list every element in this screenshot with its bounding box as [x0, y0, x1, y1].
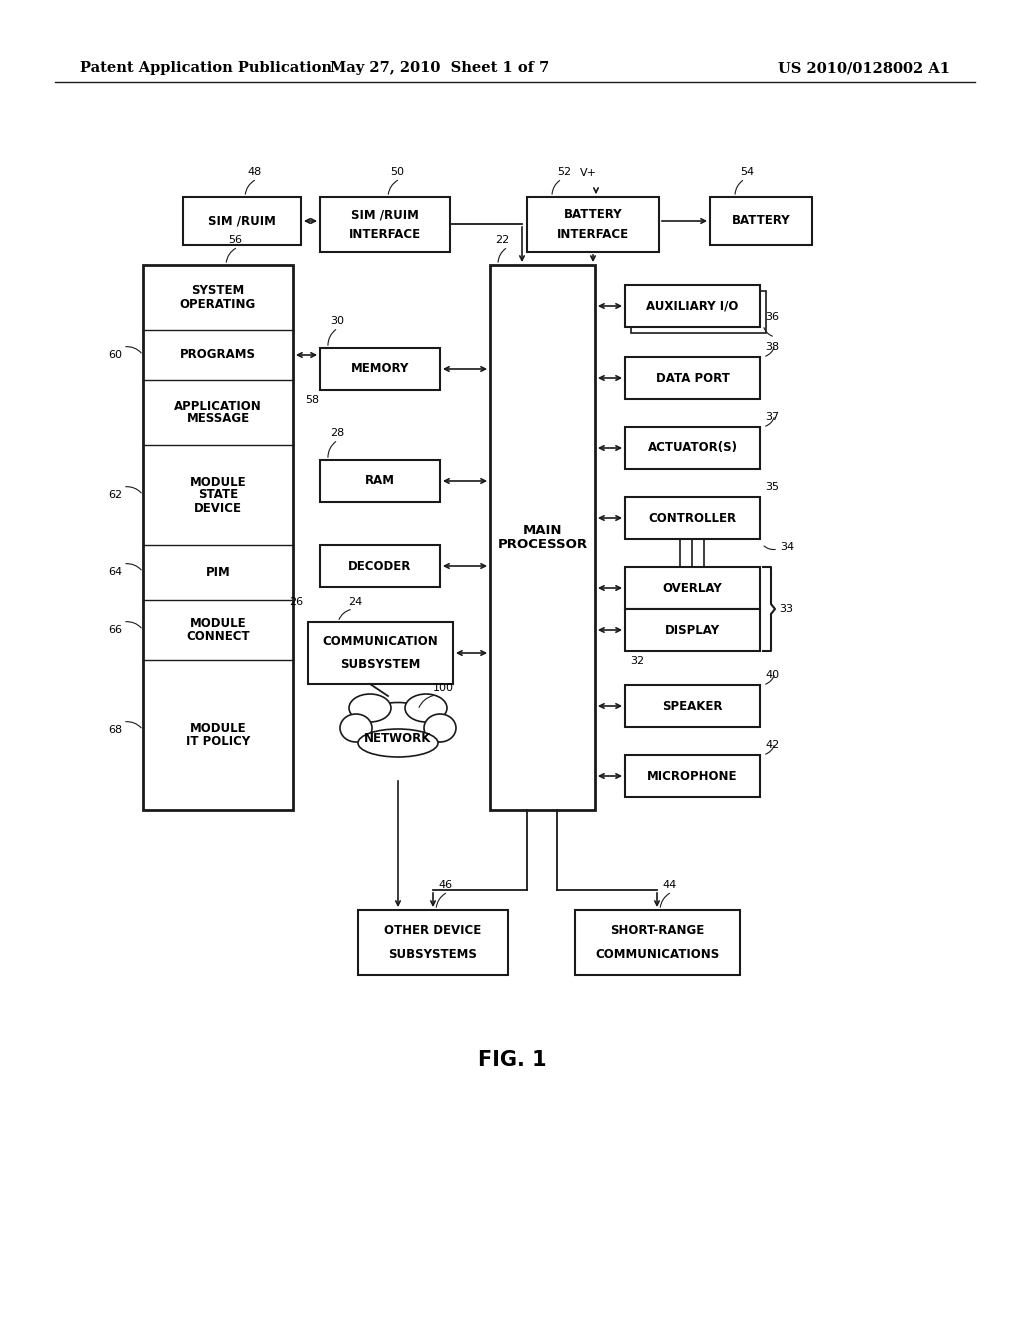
Text: 60: 60 [108, 350, 122, 360]
FancyBboxPatch shape [527, 197, 659, 252]
FancyBboxPatch shape [710, 197, 812, 246]
Text: MICROPHONE: MICROPHONE [647, 770, 737, 783]
FancyBboxPatch shape [575, 909, 740, 975]
Text: AUXILIARY I/O: AUXILIARY I/O [646, 300, 738, 313]
FancyBboxPatch shape [319, 459, 440, 502]
FancyBboxPatch shape [490, 265, 595, 810]
Text: OVERLAY: OVERLAY [663, 582, 722, 594]
Text: 64: 64 [108, 568, 122, 577]
Text: 40: 40 [765, 671, 779, 680]
Ellipse shape [349, 694, 391, 722]
Ellipse shape [358, 729, 438, 756]
Text: 42: 42 [765, 741, 779, 750]
Text: BATTERY: BATTERY [732, 214, 791, 227]
Text: ACTUATOR(S): ACTUATOR(S) [647, 441, 737, 454]
Ellipse shape [406, 694, 447, 722]
Text: Patent Application Publication: Patent Application Publication [80, 61, 332, 75]
Text: SIM /RUIM: SIM /RUIM [351, 209, 419, 220]
Text: MEMORY: MEMORY [351, 363, 410, 375]
Text: SPEAKER: SPEAKER [663, 700, 723, 713]
FancyBboxPatch shape [625, 285, 760, 327]
Text: IT POLICY: IT POLICY [186, 735, 250, 748]
Text: BATTERY: BATTERY [563, 209, 623, 220]
Text: MODULE: MODULE [189, 722, 247, 735]
Text: 62: 62 [108, 490, 122, 500]
Ellipse shape [424, 714, 456, 742]
Text: 58: 58 [305, 395, 319, 405]
Text: 38: 38 [765, 342, 779, 352]
Text: SUBSYSTEMS: SUBSYSTEMS [388, 948, 477, 961]
Text: PROGRAMS: PROGRAMS [180, 348, 256, 362]
FancyBboxPatch shape [625, 568, 760, 609]
FancyBboxPatch shape [143, 265, 293, 810]
Text: SHORT-RANGE: SHORT-RANGE [610, 924, 705, 937]
Text: 24: 24 [348, 597, 362, 607]
Text: 22: 22 [495, 235, 509, 246]
Text: DATA PORT: DATA PORT [655, 371, 729, 384]
FancyBboxPatch shape [319, 545, 440, 587]
Text: COMMUNICATION: COMMUNICATION [323, 635, 438, 648]
Text: 52: 52 [557, 168, 571, 177]
Text: STATE: STATE [198, 488, 238, 502]
FancyBboxPatch shape [308, 622, 453, 684]
Text: 32: 32 [630, 656, 644, 667]
Text: 34: 34 [780, 543, 795, 552]
Text: 56: 56 [228, 235, 242, 246]
FancyBboxPatch shape [625, 356, 760, 399]
Text: SYSTEM: SYSTEM [191, 285, 245, 297]
FancyBboxPatch shape [625, 609, 760, 651]
Text: 26: 26 [289, 597, 303, 607]
Text: RAM: RAM [365, 474, 395, 487]
FancyBboxPatch shape [625, 685, 760, 727]
FancyBboxPatch shape [625, 755, 760, 797]
Text: 44: 44 [662, 880, 676, 890]
Text: APPLICATION: APPLICATION [174, 400, 262, 412]
Text: CONTROLLER: CONTROLLER [648, 511, 736, 524]
Text: 54: 54 [740, 168, 754, 177]
Text: US 2010/0128002 A1: US 2010/0128002 A1 [778, 61, 950, 75]
Text: DECODER: DECODER [348, 560, 412, 573]
Text: May 27, 2010  Sheet 1 of 7: May 27, 2010 Sheet 1 of 7 [331, 61, 550, 75]
Ellipse shape [362, 702, 434, 738]
FancyBboxPatch shape [631, 290, 766, 333]
Ellipse shape [340, 714, 372, 742]
Text: MAIN
PROCESSOR: MAIN PROCESSOR [498, 524, 588, 552]
FancyBboxPatch shape [319, 348, 440, 389]
FancyBboxPatch shape [319, 197, 450, 252]
Text: DEVICE: DEVICE [194, 502, 242, 515]
Text: COMMUNICATIONS: COMMUNICATIONS [595, 948, 720, 961]
FancyBboxPatch shape [183, 197, 301, 246]
Text: 50: 50 [390, 168, 404, 177]
Text: MODULE: MODULE [189, 475, 247, 488]
Text: SUBSYSTEM: SUBSYSTEM [340, 657, 421, 671]
Text: MODULE: MODULE [189, 616, 247, 630]
FancyBboxPatch shape [625, 498, 760, 539]
Text: PIM: PIM [206, 566, 230, 579]
Text: 100: 100 [433, 682, 454, 693]
Text: 68: 68 [108, 725, 122, 735]
FancyBboxPatch shape [625, 426, 760, 469]
Text: FIG. 1: FIG. 1 [477, 1049, 547, 1071]
Text: SIM /RUIM: SIM /RUIM [208, 214, 275, 227]
Text: 30: 30 [330, 315, 344, 326]
Text: MESSAGE: MESSAGE [186, 412, 250, 425]
Text: CONNECT: CONNECT [186, 630, 250, 643]
Text: 28: 28 [330, 428, 344, 438]
Text: 46: 46 [438, 880, 453, 890]
Text: 35: 35 [765, 482, 779, 492]
Text: 66: 66 [108, 624, 122, 635]
Text: 33: 33 [779, 605, 793, 614]
Text: INTERFACE: INTERFACE [349, 228, 421, 242]
Text: 36: 36 [765, 312, 779, 322]
Text: OTHER DEVICE: OTHER DEVICE [384, 924, 481, 937]
Text: 37: 37 [765, 412, 779, 422]
Text: 48: 48 [247, 168, 261, 177]
Text: OPERATING: OPERATING [180, 297, 256, 310]
Text: V+: V+ [580, 168, 597, 178]
FancyBboxPatch shape [358, 909, 508, 975]
Text: DISPLAY: DISPLAY [665, 623, 720, 636]
Text: INTERFACE: INTERFACE [557, 228, 629, 242]
Text: NETWORK: NETWORK [365, 731, 432, 744]
